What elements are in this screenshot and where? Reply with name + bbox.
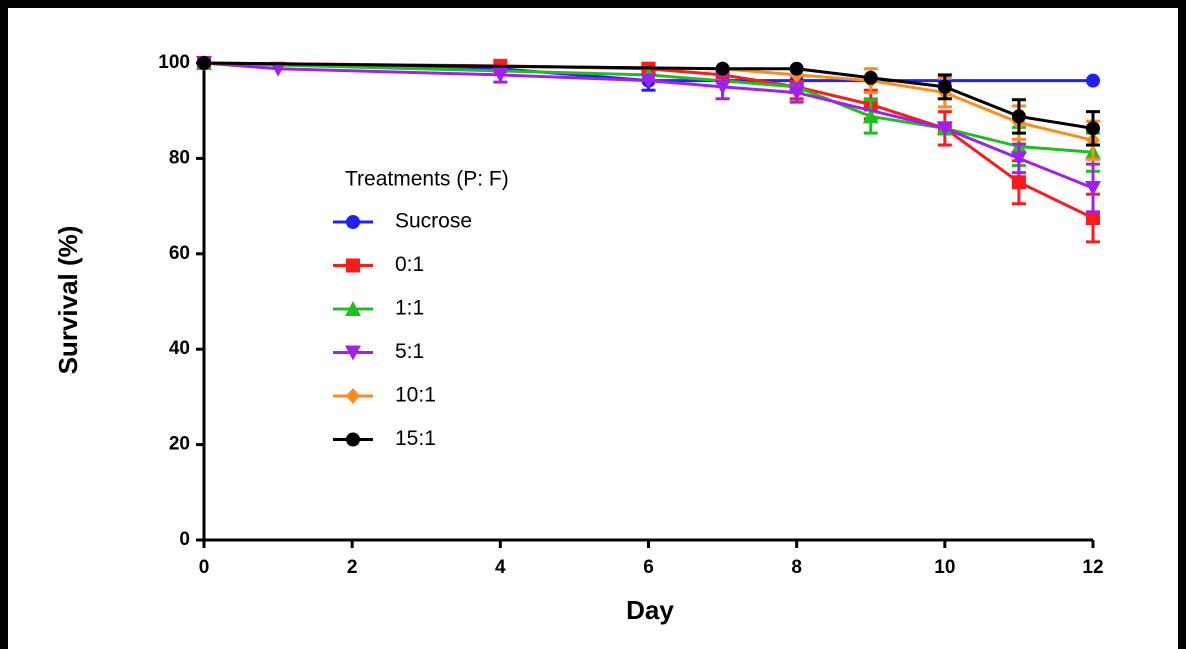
x-tick-label: 12 bbox=[1082, 557, 1103, 578]
data-point bbox=[937, 79, 952, 94]
x-tick-label: 10 bbox=[934, 557, 955, 578]
data-point bbox=[1010, 151, 1027, 167]
data-point bbox=[715, 61, 730, 76]
legend-marker bbox=[346, 258, 360, 273]
x-tick-label: 8 bbox=[791, 557, 802, 578]
data-point bbox=[197, 56, 211, 70]
legend-label: 10:1 bbox=[395, 384, 436, 407]
data-point bbox=[788, 85, 805, 101]
x-tick-label: 6 bbox=[643, 557, 654, 578]
data-point bbox=[1086, 121, 1100, 136]
data-point bbox=[1086, 73, 1100, 88]
y-axis-title: Survival (%) bbox=[53, 226, 83, 375]
data-point bbox=[1086, 211, 1100, 226]
y-tick-label: 100 bbox=[158, 52, 190, 73]
x-axis-title: Day bbox=[626, 595, 674, 625]
data-point bbox=[862, 108, 879, 124]
data-point bbox=[863, 70, 878, 85]
data-point bbox=[270, 61, 287, 77]
data-point bbox=[789, 61, 804, 76]
data-point bbox=[936, 121, 953, 137]
data-point bbox=[1011, 109, 1026, 124]
legend-marker bbox=[346, 215, 360, 229]
y-tick-label: 0 bbox=[179, 529, 190, 550]
data-point bbox=[714, 79, 731, 95]
y-tick-label: 40 bbox=[169, 338, 190, 359]
legend-marker bbox=[345, 301, 361, 316]
y-tick-label: 60 bbox=[169, 243, 190, 264]
legend-label: 5:1 bbox=[395, 340, 424, 363]
x-tick-label: 2 bbox=[347, 557, 358, 578]
legend-label: 0:1 bbox=[395, 253, 424, 276]
legend-marker bbox=[346, 388, 360, 404]
legend-label: 1:1 bbox=[395, 297, 424, 320]
data-point bbox=[1085, 180, 1101, 196]
x-tick-label: 4 bbox=[495, 557, 506, 578]
legend-label: 15:1 bbox=[395, 427, 436, 450]
legend-marker bbox=[345, 345, 361, 361]
data-point bbox=[640, 73, 657, 89]
legend-label: Sucrose bbox=[395, 210, 472, 233]
data-point bbox=[492, 67, 509, 83]
data-point bbox=[1011, 175, 1026, 190]
legend-title: Treatments (P: F) bbox=[345, 168, 509, 191]
legend-marker bbox=[346, 432, 360, 447]
x-tick-label: 0 bbox=[199, 557, 210, 578]
y-tick-label: 80 bbox=[169, 147, 190, 168]
y-tick-label: 20 bbox=[169, 434, 190, 455]
